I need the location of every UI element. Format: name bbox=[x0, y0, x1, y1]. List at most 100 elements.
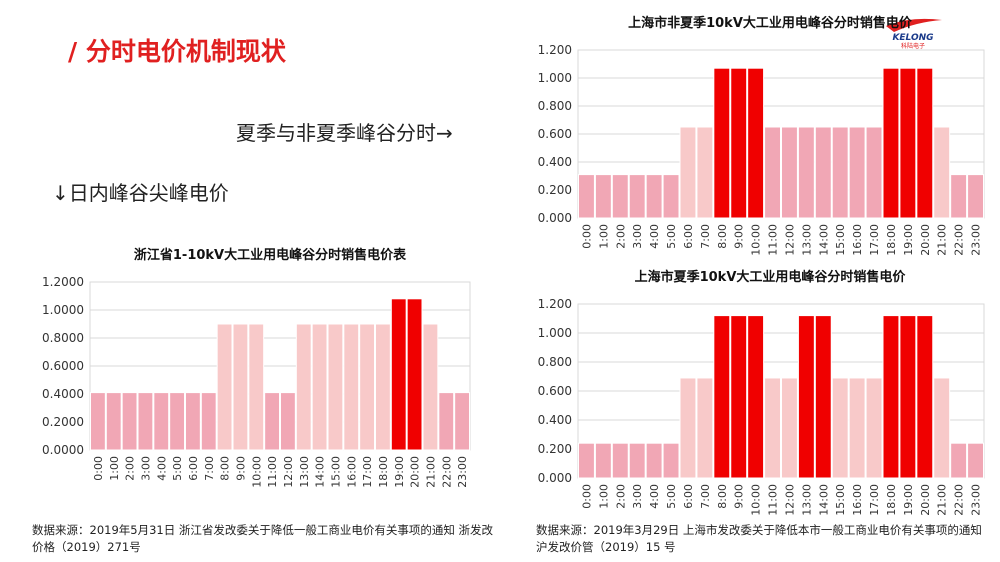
y-tick-label: 0.4000 bbox=[42, 387, 84, 401]
x-tick-label: 5:00 bbox=[665, 224, 678, 249]
x-tick-label: 23:00 bbox=[970, 224, 983, 256]
x-tick-label: 20:00 bbox=[919, 224, 932, 256]
x-tick-label: 12:00 bbox=[282, 456, 295, 488]
bar-500 bbox=[662, 442, 680, 479]
y-tick-label: 0.800 bbox=[538, 355, 572, 369]
x-tick-label: 11:00 bbox=[266, 456, 279, 488]
bar-1500 bbox=[831, 377, 849, 479]
x-tick-label: 22:00 bbox=[440, 456, 453, 488]
logo-swoosh-icon bbox=[886, 18, 942, 32]
bar-1700 bbox=[865, 377, 883, 479]
kelong-logo: KELONG 科陆电子 bbox=[886, 18, 942, 50]
source-zhejiang: 数据来源：2019年5月31日 浙江省发改委关于降低一般工商业电价有关事项的通知… bbox=[32, 523, 494, 554]
x-tick-label: 14:00 bbox=[817, 484, 830, 516]
bar-1500 bbox=[831, 126, 849, 219]
x-tick-label: 12:00 bbox=[783, 484, 796, 516]
x-tick-label: 4:00 bbox=[155, 456, 168, 481]
x-tick-label: 1:00 bbox=[597, 224, 610, 249]
x-tick-label: 20:00 bbox=[919, 484, 932, 516]
note-seasonal: 夏季与非夏季峰谷分时→ bbox=[236, 121, 453, 145]
bar-2000 bbox=[916, 67, 934, 219]
bar-400 bbox=[153, 392, 170, 451]
bar-1700 bbox=[359, 323, 375, 451]
bar-200 bbox=[611, 442, 629, 479]
x-tick-label: 0:00 bbox=[580, 484, 593, 509]
logo-subtext: 科陆电子 bbox=[901, 42, 925, 50]
bar-800 bbox=[713, 67, 731, 219]
bar-2100 bbox=[933, 377, 951, 479]
bar-1400 bbox=[814, 315, 832, 479]
x-tick-label: 9:00 bbox=[733, 224, 746, 249]
x-tick-label: 1:00 bbox=[597, 484, 610, 509]
bar-2000 bbox=[406, 298, 423, 451]
logo-text: KELONG bbox=[892, 33, 933, 43]
y-tick-label: 0.600 bbox=[538, 127, 572, 141]
x-tick-label: 16:00 bbox=[345, 456, 358, 488]
y-tick-label: 0.2000 bbox=[42, 415, 84, 429]
x-tick-label: 1:00 bbox=[108, 456, 121, 481]
y-tick-label: 0.400 bbox=[538, 155, 572, 169]
x-tick-label: 6:00 bbox=[682, 224, 695, 249]
bar-100 bbox=[594, 174, 612, 219]
x-tick-label: 3:00 bbox=[139, 456, 152, 481]
x-tick-label: 9:00 bbox=[234, 456, 247, 481]
x-tick-label: 14:00 bbox=[817, 224, 830, 256]
x-tick-label: 0:00 bbox=[580, 224, 593, 249]
y-tick-label: 1.000 bbox=[538, 71, 572, 85]
x-tick-label: 15:00 bbox=[329, 456, 342, 488]
x-tick-label: 10:00 bbox=[750, 484, 763, 516]
x-tick-label: 11:00 bbox=[767, 484, 780, 516]
source-shanghai: 数据来源：2019年3月29日 上海市发改委关于降低本市一般工商业电价有关事项的… bbox=[536, 523, 982, 554]
bar-600 bbox=[679, 126, 697, 219]
chart-title-sh-nonsummer: 上海市非夏季10kV大工业用电峰谷分时销售电价 bbox=[628, 16, 912, 31]
x-tick-label: 23:00 bbox=[456, 456, 469, 488]
bar-900 bbox=[232, 323, 249, 451]
y-tick-label: 0.000 bbox=[538, 211, 572, 225]
bar-300 bbox=[137, 392, 154, 451]
x-tick-label: 19:00 bbox=[902, 224, 915, 256]
x-tick-label: 7:00 bbox=[699, 484, 712, 509]
x-tick-label: 3:00 bbox=[631, 484, 644, 509]
bar-200 bbox=[611, 174, 629, 219]
x-tick-label: 12:00 bbox=[783, 224, 796, 256]
bar-2100 bbox=[422, 323, 439, 451]
bar-900 bbox=[730, 67, 748, 219]
bar-1400 bbox=[814, 126, 832, 219]
x-tick-label: 20:00 bbox=[409, 456, 422, 488]
x-tick-label: 7:00 bbox=[203, 456, 216, 481]
bar-000 bbox=[90, 392, 106, 451]
slide-title: / 分时电价机制现状 bbox=[68, 37, 286, 66]
y-tick-label: 0.400 bbox=[538, 413, 572, 427]
bar-2300 bbox=[967, 174, 985, 219]
x-tick-label: 13:00 bbox=[800, 484, 813, 516]
bar-500 bbox=[662, 174, 680, 219]
y-tick-label: 0.800 bbox=[538, 99, 572, 113]
bar-300 bbox=[628, 174, 646, 219]
bar-700 bbox=[696, 126, 714, 219]
x-tick-label: 6:00 bbox=[187, 456, 200, 481]
y-tick-label: 1.200 bbox=[538, 297, 572, 311]
bar-000 bbox=[578, 442, 595, 479]
x-tick-label: 18:00 bbox=[885, 224, 898, 256]
x-tick-label: 11:00 bbox=[767, 224, 780, 256]
x-tick-label: 5:00 bbox=[171, 456, 184, 481]
bar-2300 bbox=[454, 392, 470, 451]
y-tick-label: 0.600 bbox=[538, 384, 572, 398]
bar-1100 bbox=[764, 377, 782, 479]
x-tick-label: 4:00 bbox=[648, 484, 661, 509]
bar-500 bbox=[169, 392, 186, 451]
y-tick-label: 0.0000 bbox=[42, 443, 84, 457]
chart-title-sh-summer: 上海市夏季10kV大工业用电峰谷分时销售电价 bbox=[634, 270, 906, 285]
note-intraday: ↓日内峰谷尖峰电价 bbox=[52, 181, 229, 205]
bar-700 bbox=[696, 377, 714, 479]
bar-1200 bbox=[781, 126, 798, 219]
x-tick-label: 14:00 bbox=[314, 456, 327, 488]
bar-1400 bbox=[311, 323, 328, 451]
x-tick-label: 17:00 bbox=[868, 224, 881, 256]
x-tick-label: 7:00 bbox=[699, 224, 712, 249]
chart-shanghai-nonsummer: 0.000 0.200 0.400 0.600 0.800 1.000 1.200 0:00 1… bbox=[538, 43, 985, 256]
x-tick-label: 21:00 bbox=[936, 484, 949, 516]
bar-000 bbox=[578, 174, 595, 219]
x-tick-label: 2:00 bbox=[614, 484, 627, 509]
bar-2300 bbox=[967, 442, 985, 479]
